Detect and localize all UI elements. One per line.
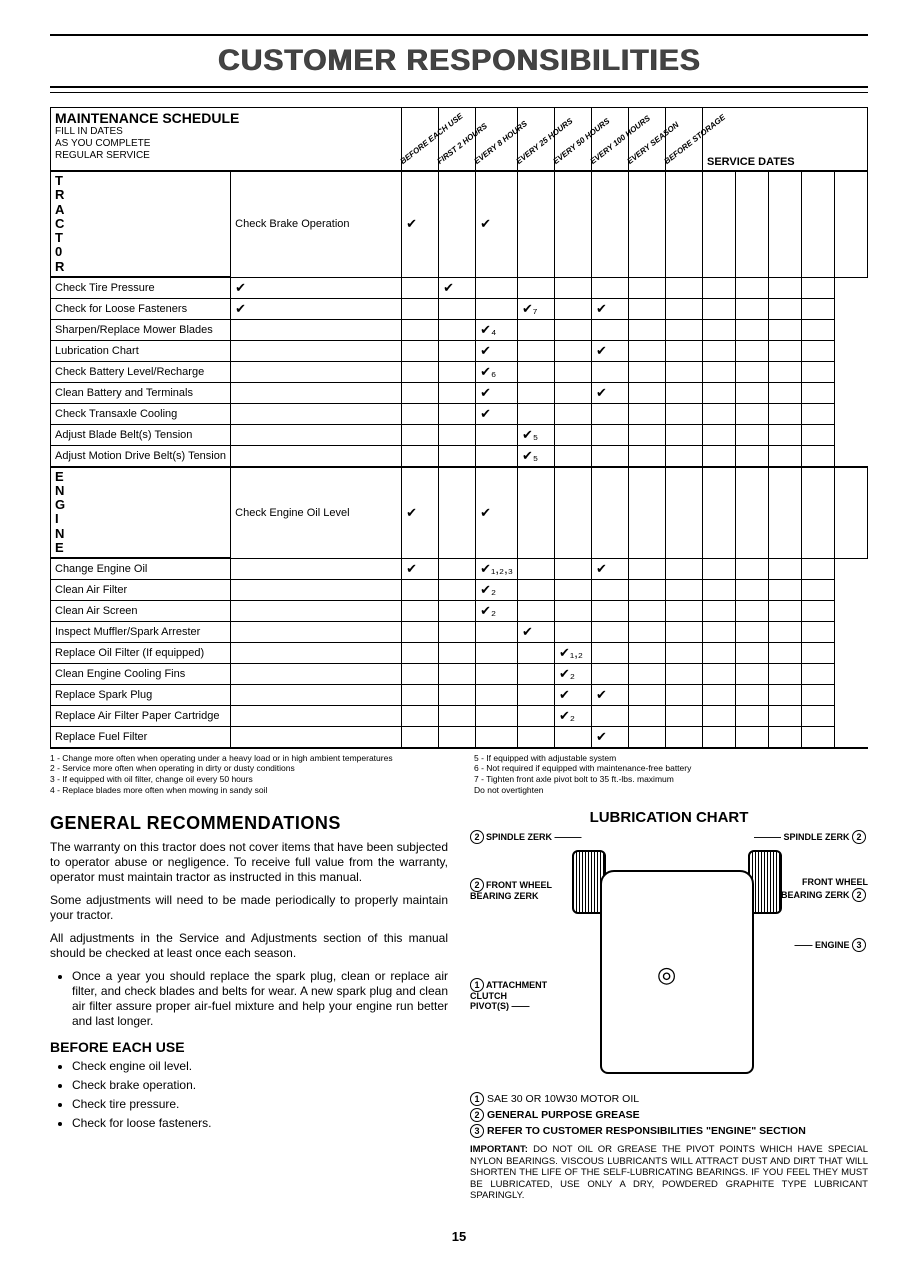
page-number: 15 xyxy=(50,1229,868,1244)
before-each-list: Check engine oil level. Check brake opera… xyxy=(50,1059,448,1131)
general-p1: The warranty on this tractor does not co… xyxy=(50,840,448,885)
page-title: CUSTOMER RESPONSIBILITIES xyxy=(50,44,868,78)
lubrication-legend: 1SAE 30 OR 10W30 MOTOR OIL 2GENERAL PURP… xyxy=(470,1092,868,1138)
spindle-zerk-left-label: 2SPINDLE ZERK ——— xyxy=(470,830,582,844)
lubrication-diagram: 2SPINDLE ZERK ——— ——— SPINDLE ZERK 2 2FR… xyxy=(470,830,868,1090)
clutch-pivot-label: 1ATTACHMENTCLUTCHPIVOT(S) —— xyxy=(470,978,547,1011)
schedule-footnotes: 1 - Change more often when operating und… xyxy=(50,753,868,796)
footnotes-left: 1 - Change more often when operating und… xyxy=(50,753,444,796)
maintenance-schedule-table: MAINTENANCE SCHEDULEFILL IN DATESAS YOU … xyxy=(50,107,868,749)
general-p2: Some adjustments will need to be made pe… xyxy=(50,893,448,923)
legend-3: REFER TO CUSTOMER RESPONSIBILITIES "ENGI… xyxy=(487,1125,806,1137)
before-each-item: Check tire pressure. xyxy=(72,1097,448,1112)
general-bullet: Once a year you should replace the spark… xyxy=(72,969,448,1029)
legend-1: SAE 30 OR 10W30 MOTOR OIL xyxy=(487,1093,639,1105)
tractor-body-graphic xyxy=(600,870,754,1074)
before-each-item: Check engine oil level. xyxy=(72,1059,448,1074)
general-recommendations-heading: GENERAL RECOMMENDATIONS xyxy=(50,813,448,834)
spindle-zerk-right-label: ——— SPINDLE ZERK 2 xyxy=(754,830,868,844)
lubrication-important-note: IMPORTANT: DO NOT OIL OR GREASE THE PIVO… xyxy=(470,1144,868,1201)
before-each-use-heading: BEFORE EACH USE xyxy=(50,1039,448,1055)
engine-label: —— ENGINE 3 xyxy=(794,938,868,952)
general-p3: All adjustments in the Service and Adjus… xyxy=(50,931,448,961)
front-wheel-left-label: 2FRONT WHEELBEARING ZERK xyxy=(470,878,552,901)
front-wheel-right-label: FRONT WHEELBEARING ZERK 2 xyxy=(781,878,868,901)
footnotes-right: 5 - If equipped with adjustable system6 … xyxy=(474,753,868,796)
lubrication-chart-heading: LUBRICATION CHART xyxy=(470,809,868,826)
legend-2: GENERAL PURPOSE GREASE xyxy=(487,1109,640,1121)
before-each-item: Check brake operation. xyxy=(72,1078,448,1093)
before-each-item: Check for loose fasteners. xyxy=(72,1116,448,1131)
